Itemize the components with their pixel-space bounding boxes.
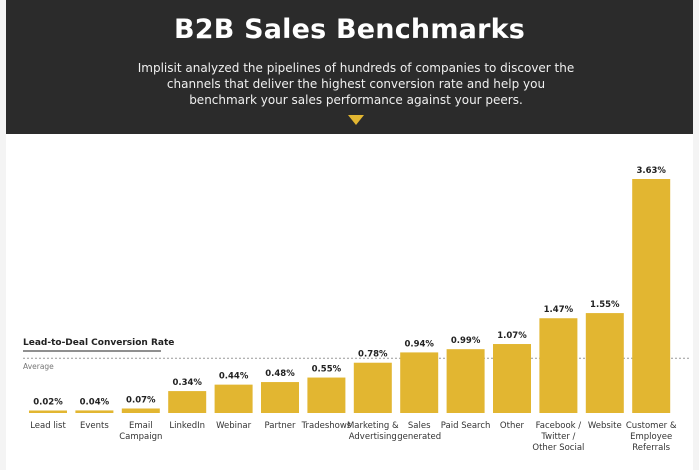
value-label-4: 0.34% xyxy=(172,378,202,388)
value-label-7: 0.55% xyxy=(312,365,342,375)
value-label-12: 1.47% xyxy=(544,305,574,315)
category-label-1: Lead list xyxy=(30,421,66,431)
value-label-6: 0.48% xyxy=(265,369,295,379)
category-label-11: Other xyxy=(500,421,525,431)
category-label-14-line-3: Referrals xyxy=(632,443,670,453)
category-label-7: Tradeshows xyxy=(301,421,352,431)
bar-2 xyxy=(75,410,114,413)
bar-12 xyxy=(539,318,578,413)
y-axis-label: Lead-to-Deal Conversion Rate xyxy=(23,338,174,348)
bar-5 xyxy=(214,384,253,413)
category-label-6: Partner xyxy=(265,421,296,431)
bar-14 xyxy=(632,179,671,413)
page-title: B2B Sales Benchmarks xyxy=(173,14,526,45)
value-label-8: 0.78% xyxy=(358,350,388,360)
bar-10 xyxy=(446,349,485,413)
category-label-14-line-1: Customer & xyxy=(626,421,677,431)
category-label-14-line-2: Employee xyxy=(630,432,672,442)
category-label-12-line-3: Other Social xyxy=(532,443,584,453)
category-label-9-line-1: Sales xyxy=(408,421,431,431)
category-label-3-line-1: Email xyxy=(129,421,153,431)
category-label-13: Website xyxy=(588,421,622,431)
value-label-2: 0.04% xyxy=(80,397,110,407)
page-subtitle: Implisit analyzed the pipelines of hundr… xyxy=(137,61,575,107)
bar-3 xyxy=(121,408,160,413)
value-label-13: 1.55% xyxy=(590,300,620,310)
header-banner: B2B Sales Benchmarks Implisit analyzed t… xyxy=(6,0,693,134)
category-label-2: Events xyxy=(80,421,109,431)
value-label-3: 0.07% xyxy=(126,395,156,405)
bar-13 xyxy=(585,313,624,413)
value-label-10: 0.99% xyxy=(451,336,481,346)
category-label-12-line-2: Twitter / xyxy=(540,432,575,442)
bar-11 xyxy=(493,344,531,413)
down-arrow-icon xyxy=(348,115,364,125)
chart-panel: Lead-to-Deal Conversion Rate Average 0.02%… xyxy=(6,134,693,470)
bar-6 xyxy=(261,382,299,413)
value-label-11: 1.07% xyxy=(497,331,527,341)
category-label-10: Paid Search xyxy=(441,421,491,431)
value-label-5: 0.44% xyxy=(219,372,249,382)
bar-7 xyxy=(307,377,346,413)
category-label-5: Webinar xyxy=(216,421,251,431)
category-label-8-line-2: Advertising xyxy=(349,432,397,442)
bar-chart: Lead-to-Deal Conversion Rate Average 0.02%… xyxy=(23,166,690,453)
category-label-12-line-1: Facebook / xyxy=(536,421,582,431)
value-label-14: 3.63% xyxy=(636,166,666,176)
category-label-8-line-1: Marketing & xyxy=(347,421,399,431)
value-label-1: 0.02% xyxy=(33,398,63,408)
value-label-9: 0.94% xyxy=(404,339,434,349)
bar-4 xyxy=(168,391,207,413)
bar-1 xyxy=(29,410,67,413)
category-label-9-line-2: generated xyxy=(397,432,441,442)
average-label: Average xyxy=(23,362,54,371)
bar-8 xyxy=(353,362,392,413)
category-label-3-line-2: Campaign xyxy=(119,432,162,442)
category-label-4: LinkedIn xyxy=(169,421,205,431)
bar-9 xyxy=(400,352,439,413)
